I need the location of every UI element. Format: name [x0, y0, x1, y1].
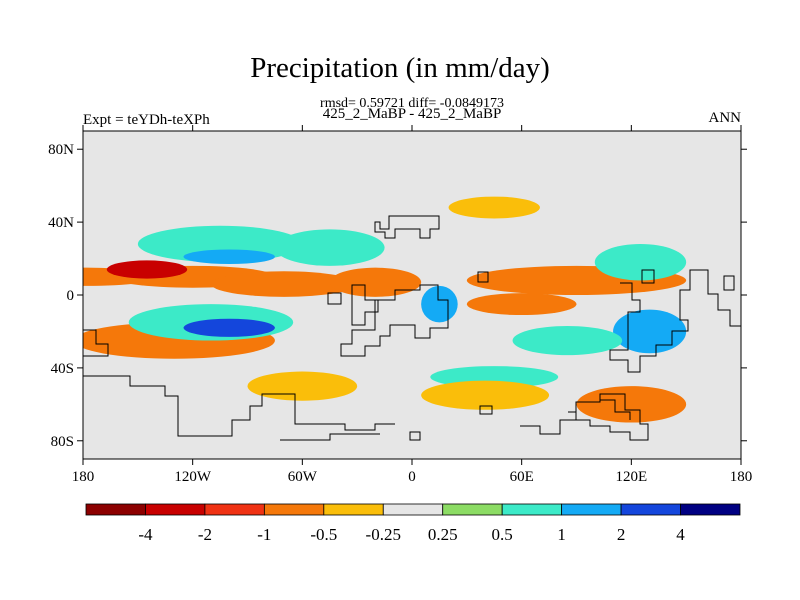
colorbar-swatch: [620, 503, 681, 516]
colorbar-swatch: [85, 503, 146, 516]
colorbar-swatch: [442, 503, 503, 516]
x-tick-label: 0: [408, 469, 416, 485]
y-tick-label: 40N: [48, 215, 74, 231]
season-label: ANN: [708, 110, 742, 126]
colorbar-label: 0.25: [428, 525, 458, 544]
colorbar: -4 -2 -1 -0.5 -0.25 0.25 0.5 1 2 4: [85, 503, 741, 544]
colorbar-swatch: [561, 503, 622, 516]
y-tick-label: 80S: [51, 434, 74, 450]
coastline-australia: [568, 399, 631, 420]
coastline-islands: [641, 269, 735, 291]
x-tick-label: 60W: [288, 469, 318, 485]
field-region-6: [274, 229, 385, 266]
coastline-central-america: [327, 284, 379, 326]
colorbar-label: 2: [617, 525, 626, 544]
field-region-12: [466, 293, 577, 316]
field-region-3: [106, 260, 188, 279]
y-tick-label: 40S: [51, 361, 74, 377]
y-tick-label: 0: [67, 288, 75, 304]
coastline-antarctic: [409, 393, 649, 441]
field-region-21: [421, 285, 458, 323]
field-region-2: [210, 271, 358, 297]
colorbar-swatch: [145, 503, 206, 516]
colorbar-label: -2: [198, 525, 212, 544]
colorbar-swatch: [680, 503, 741, 516]
x-tick-label: 60E: [510, 469, 534, 485]
coastline-southern: [83, 329, 395, 441]
colorbar-label: -4: [138, 525, 153, 544]
colorbar-swatch: [263, 503, 325, 516]
field-region-10: [247, 371, 358, 401]
colorbar-label: -1: [257, 525, 271, 544]
colorbar-swatch: [382, 503, 444, 516]
axes: 180 120W 60W 0 60E 120E 180 80N 40N 0 40S 80S: [48, 125, 752, 485]
coastline-north-america: [374, 215, 440, 239]
colorbar-label: -0.25: [366, 525, 401, 544]
colorbar-label: 1: [557, 525, 566, 544]
x-tick-label: 180: [72, 469, 95, 485]
colorbar-swatch: [204, 503, 265, 516]
colorbar-label: 4: [676, 525, 685, 544]
x-tick-label: 120E: [615, 469, 647, 485]
x-tick-label: 120W: [174, 469, 212, 485]
cases-subtitle: 425_2_MaBP - 425_2_MaBP: [322, 106, 502, 122]
field-region-15: [512, 325, 623, 356]
field-region-19: [448, 196, 540, 219]
colorbar-swatch: [323, 503, 384, 516]
field-region-9: [183, 318, 275, 337]
colorbar-label: 0.5: [492, 525, 513, 544]
field-region-14: [613, 309, 687, 354]
coastline-asia: [477, 269, 741, 373]
field-region-18: [421, 380, 550, 410]
continent-outlines: [83, 215, 741, 441]
colorbar-label: -0.5: [310, 525, 337, 544]
field-region-5: [183, 249, 275, 265]
field-region-17: [576, 386, 687, 423]
stats-subtitle: rmsd= 0.59721 diff= -0.0849173: [320, 96, 504, 111]
chart-title: Precipitation (in mm/day): [250, 52, 550, 84]
field-layer: [83, 196, 687, 423]
field-region-20: [329, 267, 422, 297]
x-tick-label: 180: [730, 469, 753, 485]
colorbar-swatch: [501, 503, 563, 516]
field-region-13: [594, 243, 687, 281]
experiment-label: Expt = teYDh-teXPh: [83, 112, 210, 128]
y-tick-label: 80N: [48, 142, 74, 158]
coastline-south-america: [340, 284, 449, 357]
